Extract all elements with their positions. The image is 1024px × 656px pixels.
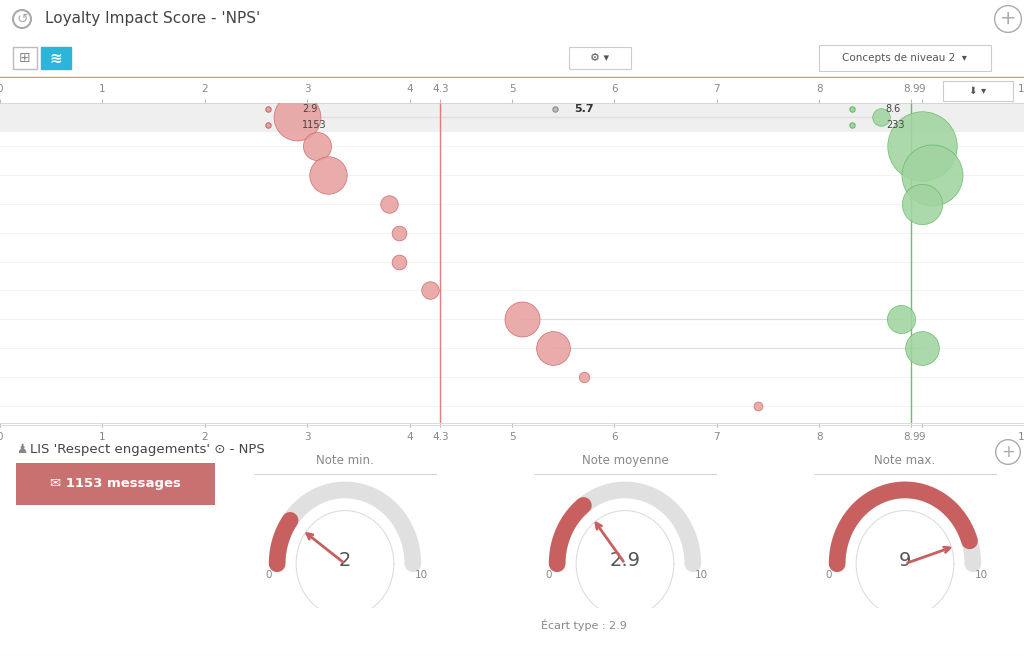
Polygon shape: [856, 510, 954, 617]
FancyBboxPatch shape: [819, 45, 991, 71]
Text: 5.7: 5.7: [573, 104, 594, 114]
Point: [893, 314, 909, 325]
Polygon shape: [296, 510, 394, 617]
Point: [319, 170, 336, 180]
Point: [545, 343, 561, 354]
Text: 10: 10: [694, 569, 708, 580]
Polygon shape: [577, 510, 674, 617]
Text: ↺: ↺: [16, 12, 28, 26]
Point: [422, 285, 438, 296]
Point: [309, 141, 326, 152]
Text: 2.9: 2.9: [302, 104, 317, 114]
Text: 0: 0: [266, 569, 272, 580]
Point: [391, 228, 408, 238]
Text: 8.6: 8.6: [886, 104, 901, 114]
Text: 233: 233: [886, 121, 904, 131]
Point: [391, 256, 408, 267]
Text: Note min.: Note min.: [316, 455, 374, 468]
Text: ⊞: ⊞: [19, 51, 31, 65]
FancyBboxPatch shape: [16, 463, 215, 505]
Point: [750, 400, 766, 411]
Text: ✉ 1153 messages: ✉ 1153 messages: [50, 478, 181, 491]
Text: +: +: [999, 9, 1016, 28]
Text: 1153: 1153: [302, 121, 327, 131]
Text: ⚙ ▾: ⚙ ▾: [591, 53, 609, 63]
Point: [381, 199, 397, 209]
Text: Note max.: Note max.: [874, 455, 936, 468]
Point: [844, 120, 860, 131]
FancyBboxPatch shape: [943, 81, 1013, 101]
Bar: [0, 103, 1024, 132]
Text: Loyalty Impact Score - 'NPS': Loyalty Impact Score - 'NPS': [45, 12, 260, 26]
Text: Écart type : 2.9: Écart type : 2.9: [541, 619, 627, 631]
Point: [260, 104, 276, 115]
FancyBboxPatch shape: [569, 47, 631, 69]
Text: 9: 9: [899, 550, 911, 569]
Point: [547, 104, 563, 115]
Text: Note moyenne: Note moyenne: [582, 455, 669, 468]
Point: [260, 120, 276, 131]
Text: +: +: [1001, 443, 1015, 461]
Text: ♟: ♟: [16, 443, 28, 456]
Point: [575, 372, 592, 382]
FancyBboxPatch shape: [41, 47, 71, 69]
Text: Concepts de niveau 2  ▾: Concepts de niveau 2 ▾: [843, 53, 968, 63]
Text: 10: 10: [415, 569, 428, 580]
Point: [844, 104, 860, 115]
Point: [913, 343, 930, 354]
Text: 10: 10: [975, 569, 987, 580]
Text: ≋: ≋: [49, 51, 62, 66]
Text: 2: 2: [339, 550, 351, 569]
Text: ⬇ ▾: ⬇ ▾: [970, 86, 987, 96]
Point: [924, 170, 940, 180]
Point: [913, 199, 930, 209]
Text: 0: 0: [546, 569, 552, 580]
Text: LIS 'Respect engagements' ⊙ - NPS: LIS 'Respect engagements' ⊙ - NPS: [30, 443, 265, 456]
Point: [913, 141, 930, 152]
Text: 0: 0: [825, 569, 833, 580]
FancyBboxPatch shape: [13, 47, 37, 69]
Point: [289, 112, 305, 123]
Point: [514, 314, 530, 325]
Text: 2.9: 2.9: [609, 550, 640, 569]
Point: [872, 112, 889, 123]
